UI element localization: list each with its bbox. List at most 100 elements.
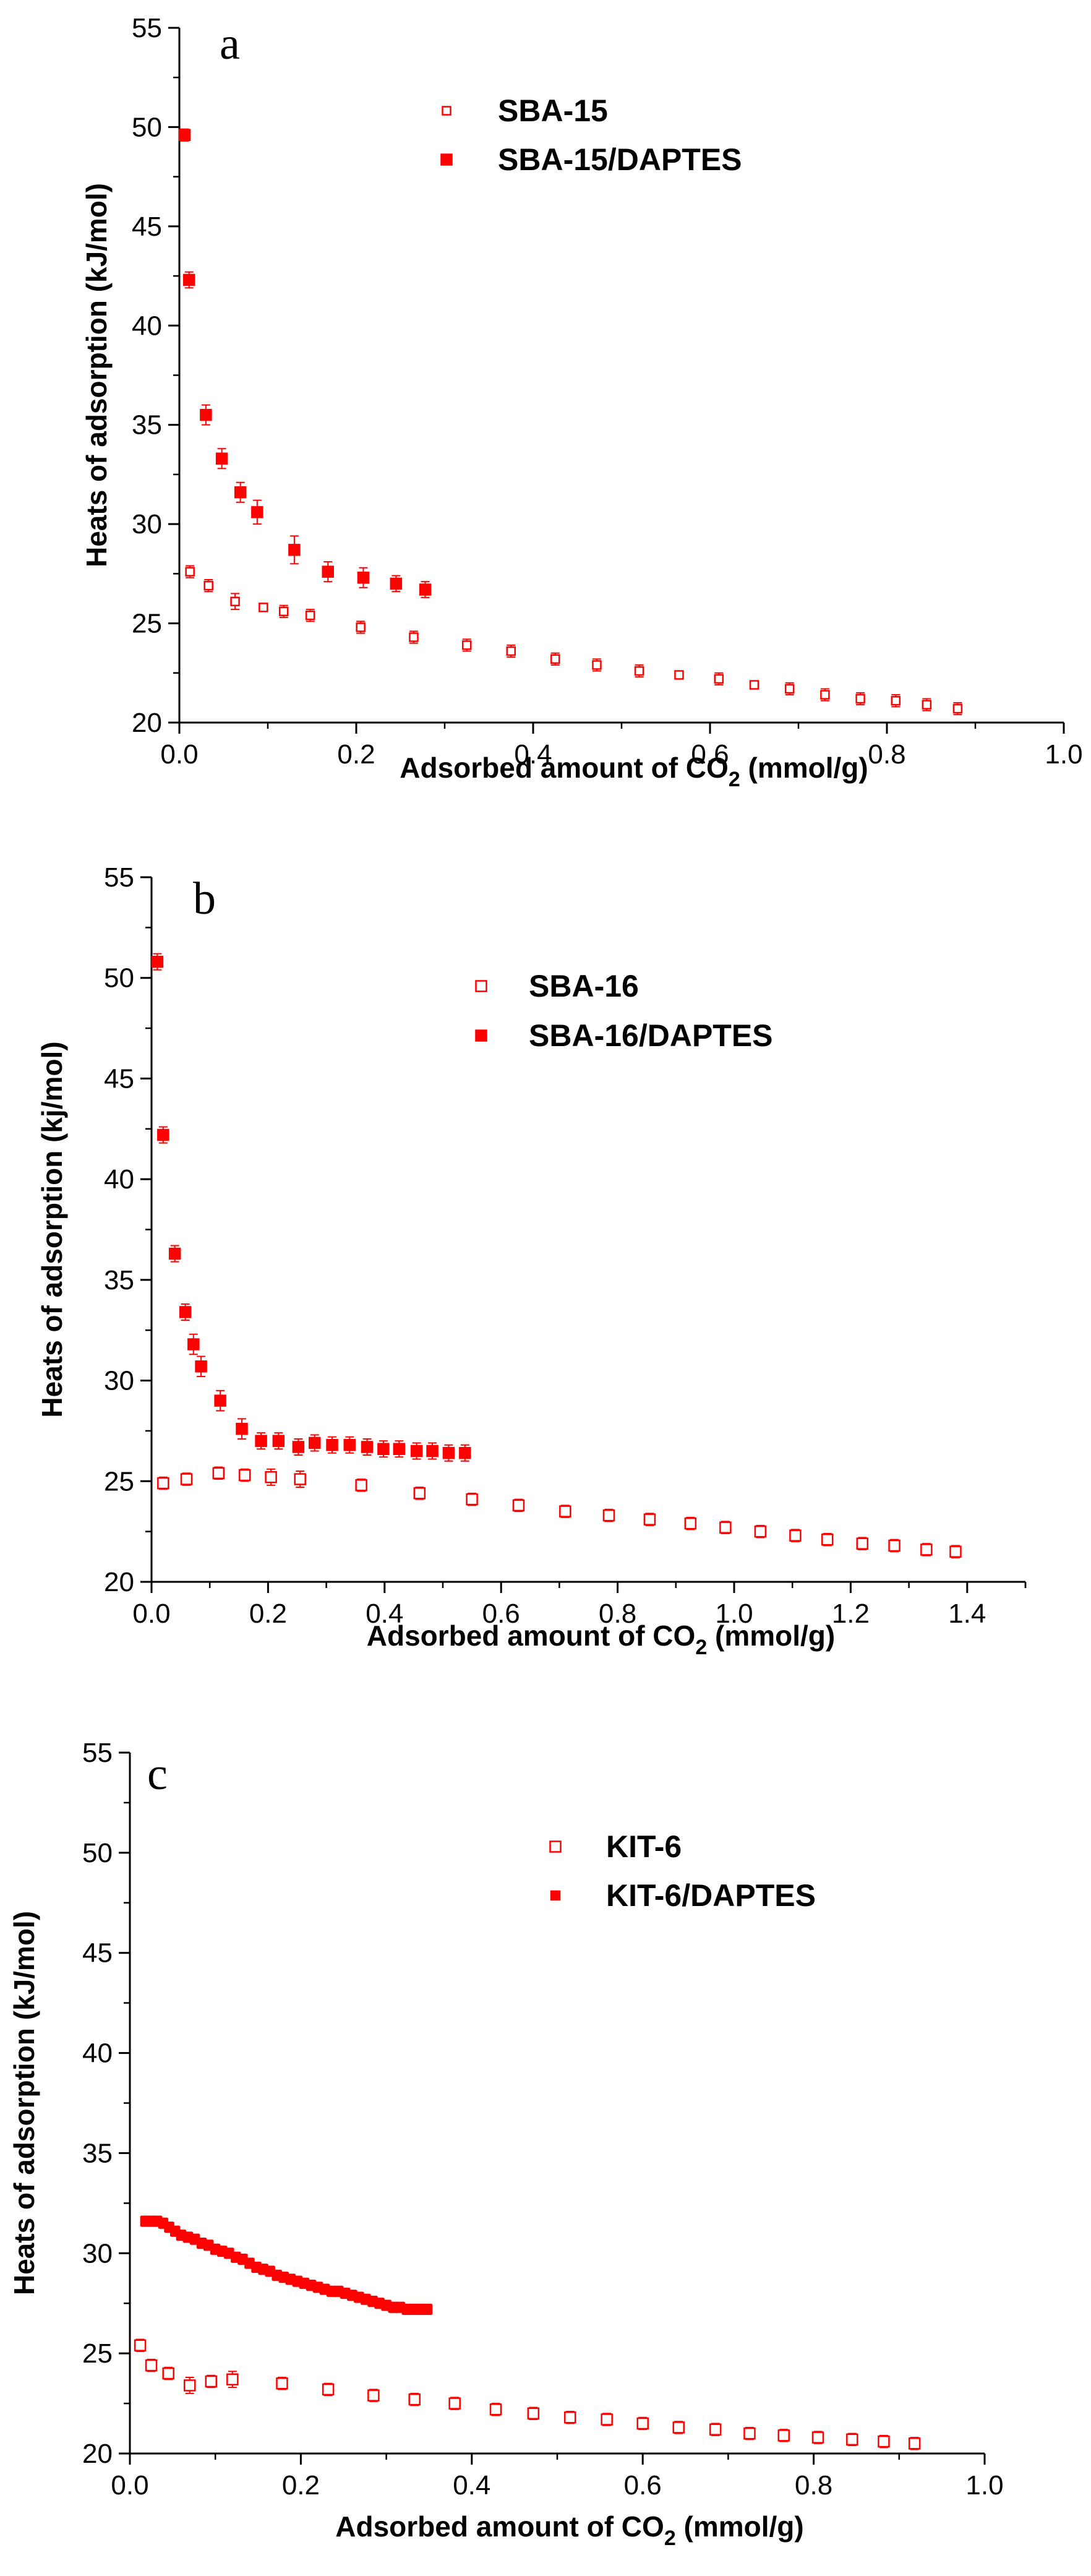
data-point: [157, 1128, 169, 1141]
data-point: [259, 603, 268, 612]
data-point: [563, 2411, 576, 2424]
x-title-main: Adsorbed amount of CO: [400, 752, 729, 784]
chart-panel-c: 0.0 0.2 0.4 0.6 0.8 1.0 20 25 30 35 40 45 50 55 KIT-…: [8, 1738, 1004, 2550]
y-tick-label: 40: [132, 311, 162, 341]
data-point: [187, 1338, 200, 1350]
x-tick-label: 0.0: [111, 2470, 148, 2501]
data-point: [178, 129, 191, 142]
data-points: [178, 129, 963, 714]
y-tick-label: 45: [132, 212, 162, 242]
x-tick-label: 1.0: [965, 2470, 1003, 2501]
x-tick-label: 1.2: [832, 1599, 870, 1629]
data-point: [426, 1445, 439, 1458]
x-title-main: Adsorbed amount of CO: [335, 2510, 664, 2543]
x-title-sub: 2: [729, 768, 740, 791]
data-point: [602, 1509, 615, 1522]
data-point: [743, 2427, 756, 2440]
data-point: [265, 1471, 277, 1483]
x-axis-title: Adsorbed amount of CO2 (mmol/g): [335, 2510, 803, 2550]
data-point: [361, 1441, 374, 1453]
x-tick-label: 0.6: [482, 1599, 520, 1629]
data-point: [811, 2431, 824, 2444]
data-point: [643, 1513, 656, 1526]
data-point: [922, 700, 932, 710]
data-point: [226, 2373, 239, 2385]
x-tick-label: 0.8: [599, 1599, 636, 1629]
legend-label: KIT-6/DAPTES: [606, 1878, 816, 1913]
x-tick-label: 0.2: [249, 1599, 287, 1629]
data-point: [466, 1493, 478, 1506]
data-point: [134, 2339, 147, 2351]
y-tick-label: 20: [104, 1567, 134, 1597]
data-point: [182, 273, 195, 286]
x-tick-label: 1.0: [1045, 739, 1082, 770]
x-tick-label: 0.6: [691, 739, 729, 770]
y-axis: 20 25 30 35 40 45 50 55: [82, 1738, 130, 2469]
legend-marker: [475, 1029, 487, 1042]
data-point: [309, 1436, 321, 1449]
y-tick-label: 25: [132, 609, 162, 639]
y-tick-label: 35: [82, 2138, 113, 2168]
data-point: [390, 577, 403, 590]
data-point: [878, 2435, 890, 2448]
data-point: [294, 1473, 306, 1485]
data-point: [200, 408, 212, 421]
data-point: [410, 1445, 423, 1458]
y-tick-label: 55: [82, 1738, 113, 1768]
y-tick-label: 30: [82, 2238, 113, 2269]
data-point: [855, 693, 865, 704]
data-point: [179, 1306, 192, 1318]
panel-label: b: [193, 874, 216, 924]
data-point: [377, 1443, 390, 1455]
data-point: [789, 1529, 802, 1542]
data-point: [238, 1469, 251, 1482]
data-point: [183, 2379, 196, 2392]
legend: KIT-6 KIT-6/DAPTES: [549, 1829, 816, 1913]
error-bars: [180, 128, 962, 716]
x-axis-title: Adsorbed amount of CO2 (mmol/g): [400, 752, 868, 791]
data-point: [908, 2437, 921, 2450]
data-point: [357, 572, 370, 584]
data-point: [512, 1499, 525, 1512]
y-axis-title: Heats of adsorption (kJ/mol): [8, 1911, 40, 2295]
x-tick-label: 0.4: [453, 2470, 490, 2501]
data-point: [920, 1543, 933, 1556]
x-axis-title: Adsorbed amount of CO2 (mmol/g): [367, 1620, 835, 1659]
data-point: [592, 660, 602, 670]
data-point: [949, 1545, 962, 1558]
y-tick-label: 55: [104, 862, 134, 893]
y-tick-label: 30: [104, 1366, 134, 1396]
y-tick-label: 35: [104, 1265, 134, 1295]
x-tick-label: 0.0: [132, 1599, 170, 1629]
data-point: [251, 506, 263, 518]
data-point: [180, 1473, 193, 1485]
data-point: [203, 580, 213, 591]
data-point: [459, 1446, 471, 1459]
data-point: [674, 670, 684, 680]
data-point: [636, 2417, 649, 2430]
y-tick-label: 30: [132, 509, 162, 539]
data-point: [292, 1441, 305, 1453]
data-point: [754, 1525, 767, 1538]
data-point: [784, 684, 795, 694]
x-tick-label: 1.0: [715, 1599, 753, 1629]
chart-panel-b: 0.0 0.2 0.4 0.6 0.8 1.0 1.2 1.4 20 25 30 35 40 45 50 5…: [36, 862, 1027, 1659]
data-points: [134, 2216, 921, 2450]
data-point: [393, 1443, 406, 1455]
data-point: [856, 1537, 868, 1550]
data-point: [157, 1477, 169, 1490]
data-point: [288, 544, 301, 556]
data-point: [409, 632, 419, 642]
data-point: [601, 2413, 613, 2426]
data-point: [168, 1247, 181, 1260]
x-tick-label: 0.6: [624, 2470, 662, 2501]
x-tick-label: 0.8: [795, 2470, 832, 2501]
x-tick-label: 1.4: [948, 1599, 986, 1629]
y-tick-label: 25: [82, 2338, 113, 2369]
legend: SBA-16 SBA-16/DAPTES: [475, 969, 773, 1053]
y-tick-label: 55: [132, 13, 162, 43]
x-title-sub: 2: [664, 2527, 676, 2550]
data-point: [888, 1539, 901, 1552]
data-point: [212, 1467, 225, 1480]
data-point: [322, 565, 334, 578]
